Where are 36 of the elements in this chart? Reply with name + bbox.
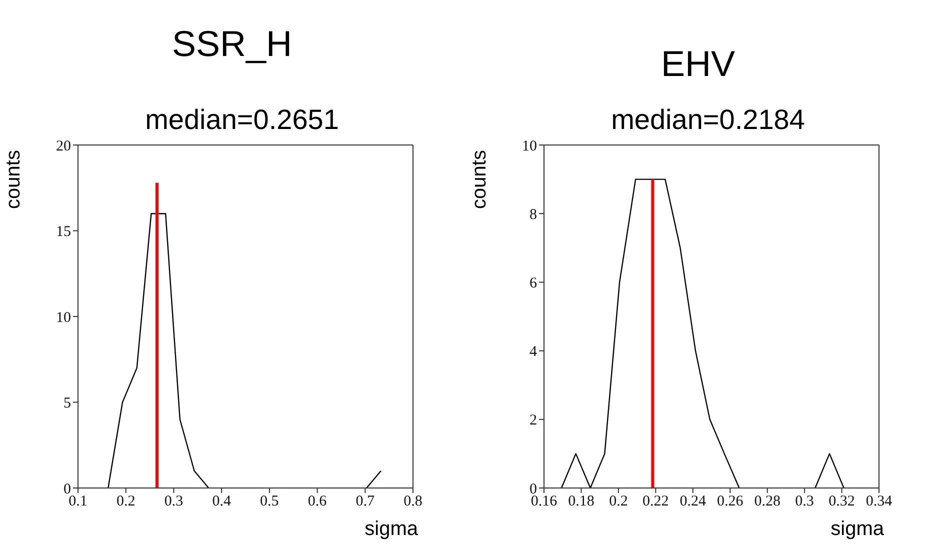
x-tick-label: 0.2 bbox=[609, 494, 628, 510]
x-tick-label: 0.8 bbox=[404, 494, 422, 510]
chart-subtitle: median=0.2184 bbox=[610, 104, 806, 136]
x-tick-label: 0.3 bbox=[164, 494, 184, 510]
x-tick-label: 0.7 bbox=[356, 494, 376, 510]
y-tick-label: 10 bbox=[522, 138, 537, 154]
x-tick-label: 0.1 bbox=[68, 494, 88, 510]
x-tick-label: 0.18 bbox=[568, 494, 594, 510]
y-tick-label: 20 bbox=[56, 138, 71, 154]
y-tick-label: 5 bbox=[64, 396, 71, 412]
y-tick-label: 10 bbox=[56, 310, 71, 326]
y-tick-label: 6 bbox=[530, 276, 538, 292]
y-axis-title: counts bbox=[2, 149, 26, 211]
x-tick-label: 0.4 bbox=[212, 494, 232, 510]
y-tick-label: 15 bbox=[56, 224, 71, 240]
x-tick-label: 0.2 bbox=[116, 494, 136, 510]
x-tick-label: 0.5 bbox=[260, 494, 279, 510]
x-tick-label: 0.22 bbox=[642, 494, 669, 510]
x-tick-label: 0.3 bbox=[795, 494, 814, 510]
chart-subtitle: median=0.2651 bbox=[144, 104, 340, 136]
x-axis-title: sigma bbox=[364, 518, 418, 541]
x-tick-label: 0.34 bbox=[866, 494, 893, 510]
chart-title: EHV bbox=[660, 43, 736, 85]
x-axis-title: sigma bbox=[830, 518, 884, 541]
y-tick-label: 2 bbox=[530, 412, 537, 429]
chart-title: SSR_H bbox=[170, 23, 294, 65]
y-tick-label: 0 bbox=[64, 481, 71, 498]
x-tick-label: 0.24 bbox=[680, 494, 707, 510]
x-tick-label: 0.32 bbox=[828, 494, 855, 510]
x-tick-label: 0.28 bbox=[754, 494, 780, 510]
x-tick-label: 0.16 bbox=[530, 494, 558, 510]
y-tick-label: 4 bbox=[530, 344, 538, 360]
x-tick-label: 0.26 bbox=[716, 494, 744, 510]
y-tick-label: 8 bbox=[530, 206, 537, 223]
y-axis-title: counts bbox=[468, 149, 492, 211]
x-tick-label: 0.6 bbox=[308, 494, 328, 510]
